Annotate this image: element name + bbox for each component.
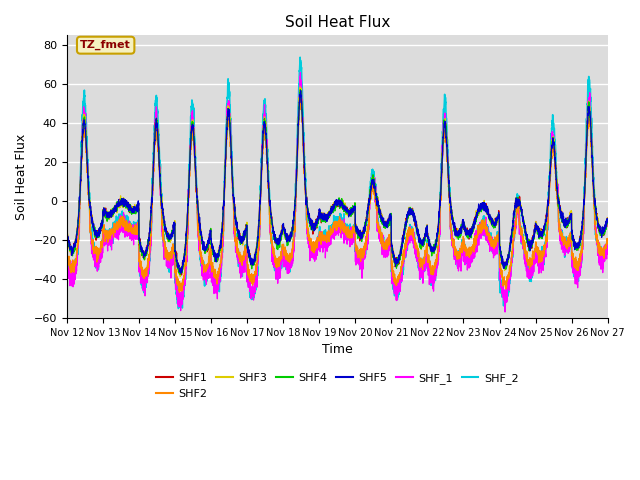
SHF_2 xyxy=(399,254,407,260)
SHF2 xyxy=(604,238,611,243)
SHF_1 xyxy=(214,282,221,288)
Line: SHF2: SHF2 xyxy=(67,98,607,292)
SHF1 xyxy=(552,177,560,183)
SHF_1 xyxy=(501,309,509,315)
SHF3 xyxy=(179,265,187,271)
SHF4 xyxy=(390,254,398,260)
Line: SHF3: SHF3 xyxy=(67,87,607,276)
SHF2 xyxy=(552,180,560,185)
SHF5 xyxy=(63,234,70,240)
SHF2 xyxy=(214,272,222,277)
SHF_2 xyxy=(179,295,187,300)
Line: SHF_2: SHF_2 xyxy=(67,57,607,309)
SHF_2 xyxy=(390,277,398,283)
SHF4 xyxy=(552,173,560,179)
SHF2 xyxy=(390,273,398,279)
SHF5 xyxy=(177,270,185,276)
SHF3 xyxy=(177,274,184,279)
SHF_1 xyxy=(63,249,70,255)
SHF5 xyxy=(179,257,187,263)
SHF_1 xyxy=(179,293,186,299)
SHF4 xyxy=(63,233,70,239)
SHF4 xyxy=(604,220,611,226)
SHF_1 xyxy=(296,70,304,75)
SHF2 xyxy=(63,253,70,259)
SHF4 xyxy=(176,272,184,277)
Text: TZ_fmet: TZ_fmet xyxy=(80,40,131,50)
SHF5 xyxy=(297,88,305,94)
Legend: SHF1, SHF2, SHF3, SHF4, SHF5, SHF_1, SHF_2: SHF1, SHF2, SHF3, SHF4, SHF5, SHF_1, SHF… xyxy=(152,369,523,403)
SHF1 xyxy=(399,234,407,240)
SHF1 xyxy=(296,87,304,93)
SHF3 xyxy=(604,216,611,222)
SHF5 xyxy=(604,216,611,222)
SHF3 xyxy=(604,215,611,221)
SHF3 xyxy=(63,235,70,240)
SHF3 xyxy=(399,236,407,241)
SHF2 xyxy=(296,96,304,101)
SHF3 xyxy=(296,84,304,90)
SHF_2 xyxy=(296,54,304,60)
SHF3 xyxy=(214,255,222,261)
SHF1 xyxy=(214,254,222,260)
SHF5 xyxy=(604,219,611,225)
SHF3 xyxy=(390,253,398,259)
SHF1 xyxy=(178,272,186,278)
SHF4 xyxy=(399,233,407,239)
Y-axis label: Soil Heat Flux: Soil Heat Flux xyxy=(15,133,28,220)
Title: Soil Heat Flux: Soil Heat Flux xyxy=(285,15,390,30)
SHF_1 xyxy=(399,261,407,266)
SHF1 xyxy=(63,234,70,240)
SHF4 xyxy=(296,87,304,93)
Line: SHF4: SHF4 xyxy=(67,90,607,275)
SHF1 xyxy=(179,263,187,268)
SHF_2 xyxy=(604,243,611,249)
SHF2 xyxy=(604,236,611,241)
SHF1 xyxy=(390,253,398,259)
SHF4 xyxy=(179,265,187,271)
SHF2 xyxy=(175,289,183,295)
SHF4 xyxy=(214,253,222,259)
SHF3 xyxy=(552,175,560,181)
SHF5 xyxy=(399,234,407,240)
SHF_2 xyxy=(175,306,182,312)
SHF_1 xyxy=(552,177,560,182)
SHF1 xyxy=(604,218,611,224)
SHF_2 xyxy=(214,287,222,292)
Line: SHF_1: SHF_1 xyxy=(67,72,607,312)
SHF_1 xyxy=(604,251,611,257)
SHF5 xyxy=(390,252,398,258)
SHF5 xyxy=(214,252,222,258)
SHF5 xyxy=(552,177,560,182)
X-axis label: Time: Time xyxy=(322,343,353,356)
SHF_1 xyxy=(604,238,611,244)
SHF2 xyxy=(399,253,407,259)
SHF_2 xyxy=(604,245,611,251)
SHF_2 xyxy=(552,169,560,175)
SHF4 xyxy=(604,217,611,223)
Line: SHF1: SHF1 xyxy=(67,90,607,275)
SHF1 xyxy=(604,215,611,221)
SHF_1 xyxy=(390,281,397,287)
SHF2 xyxy=(179,282,187,288)
SHF_2 xyxy=(63,257,70,263)
Line: SHF5: SHF5 xyxy=(67,91,607,273)
